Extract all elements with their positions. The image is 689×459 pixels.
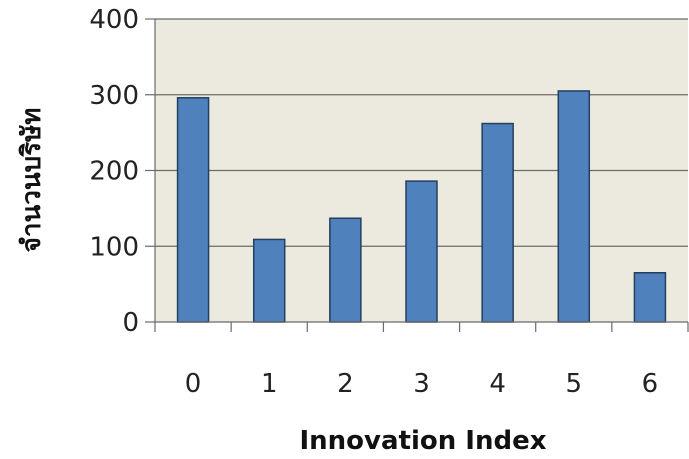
bar-0 bbox=[176, 97, 210, 323]
y-axis-title: จำนวนบริษัท bbox=[17, 108, 47, 253]
x-tick-label: 6 bbox=[642, 369, 659, 399]
x-axis-title: Innovation Index bbox=[299, 426, 546, 456]
x-tick-label: 2 bbox=[337, 369, 354, 399]
bar-series bbox=[176, 90, 667, 323]
y-tick-label: 0 bbox=[122, 308, 139, 338]
bar-6 bbox=[633, 272, 667, 323]
x-tick-labels: 0 1 2 3 4 5 6 bbox=[185, 369, 658, 399]
bar-3 bbox=[405, 180, 438, 323]
y-tick-labels: 0 100 200 300 400 bbox=[89, 5, 139, 338]
bar-2 bbox=[329, 217, 362, 323]
bar-5 bbox=[557, 90, 591, 323]
y-tick-label: 400 bbox=[89, 5, 139, 35]
x-tick-label: 4 bbox=[489, 369, 506, 399]
x-tick-label: 3 bbox=[413, 369, 430, 399]
bar-1 bbox=[252, 238, 286, 323]
x-tick-label: 1 bbox=[261, 369, 278, 399]
axes bbox=[145, 18, 689, 332]
gridlines bbox=[155, 18, 688, 247]
x-tick-label: 5 bbox=[566, 369, 583, 399]
y-tick-label: 300 bbox=[89, 81, 139, 111]
x-tick-label: 0 bbox=[185, 369, 202, 399]
y-tick-label: 200 bbox=[89, 157, 139, 187]
bar-4 bbox=[481, 122, 514, 323]
y-tick-label: 100 bbox=[89, 232, 139, 262]
